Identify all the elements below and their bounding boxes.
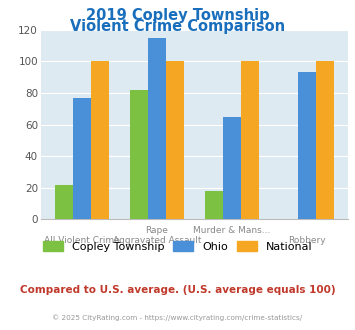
Bar [241, 61, 259, 219]
Bar [91, 61, 109, 219]
Bar [130, 90, 148, 219]
Bar [205, 191, 223, 219]
Bar [223, 117, 241, 219]
Text: Violent Crime Comparison: Violent Crime Comparison [70, 19, 285, 34]
Bar [166, 61, 184, 219]
Text: Compared to U.S. average. (U.S. average equals 100): Compared to U.S. average. (U.S. average … [20, 285, 335, 295]
Bar [73, 98, 91, 219]
Text: © 2025 CityRating.com - https://www.cityrating.com/crime-statistics/: © 2025 CityRating.com - https://www.city… [53, 314, 302, 321]
Bar [316, 61, 334, 219]
Bar [148, 38, 166, 219]
Text: All Violent Crime: All Violent Crime [44, 236, 120, 245]
Legend: Copley Township, Ohio, National: Copley Township, Ohio, National [43, 242, 312, 252]
Bar [298, 72, 316, 219]
Bar [55, 185, 73, 219]
Text: Robbery: Robbery [288, 236, 326, 245]
Text: Rape: Rape [146, 226, 168, 235]
Text: Aggravated Assault: Aggravated Assault [113, 236, 201, 245]
Text: Murder & Mans...: Murder & Mans... [193, 226, 271, 235]
Text: 2019 Copley Township: 2019 Copley Township [86, 8, 269, 23]
